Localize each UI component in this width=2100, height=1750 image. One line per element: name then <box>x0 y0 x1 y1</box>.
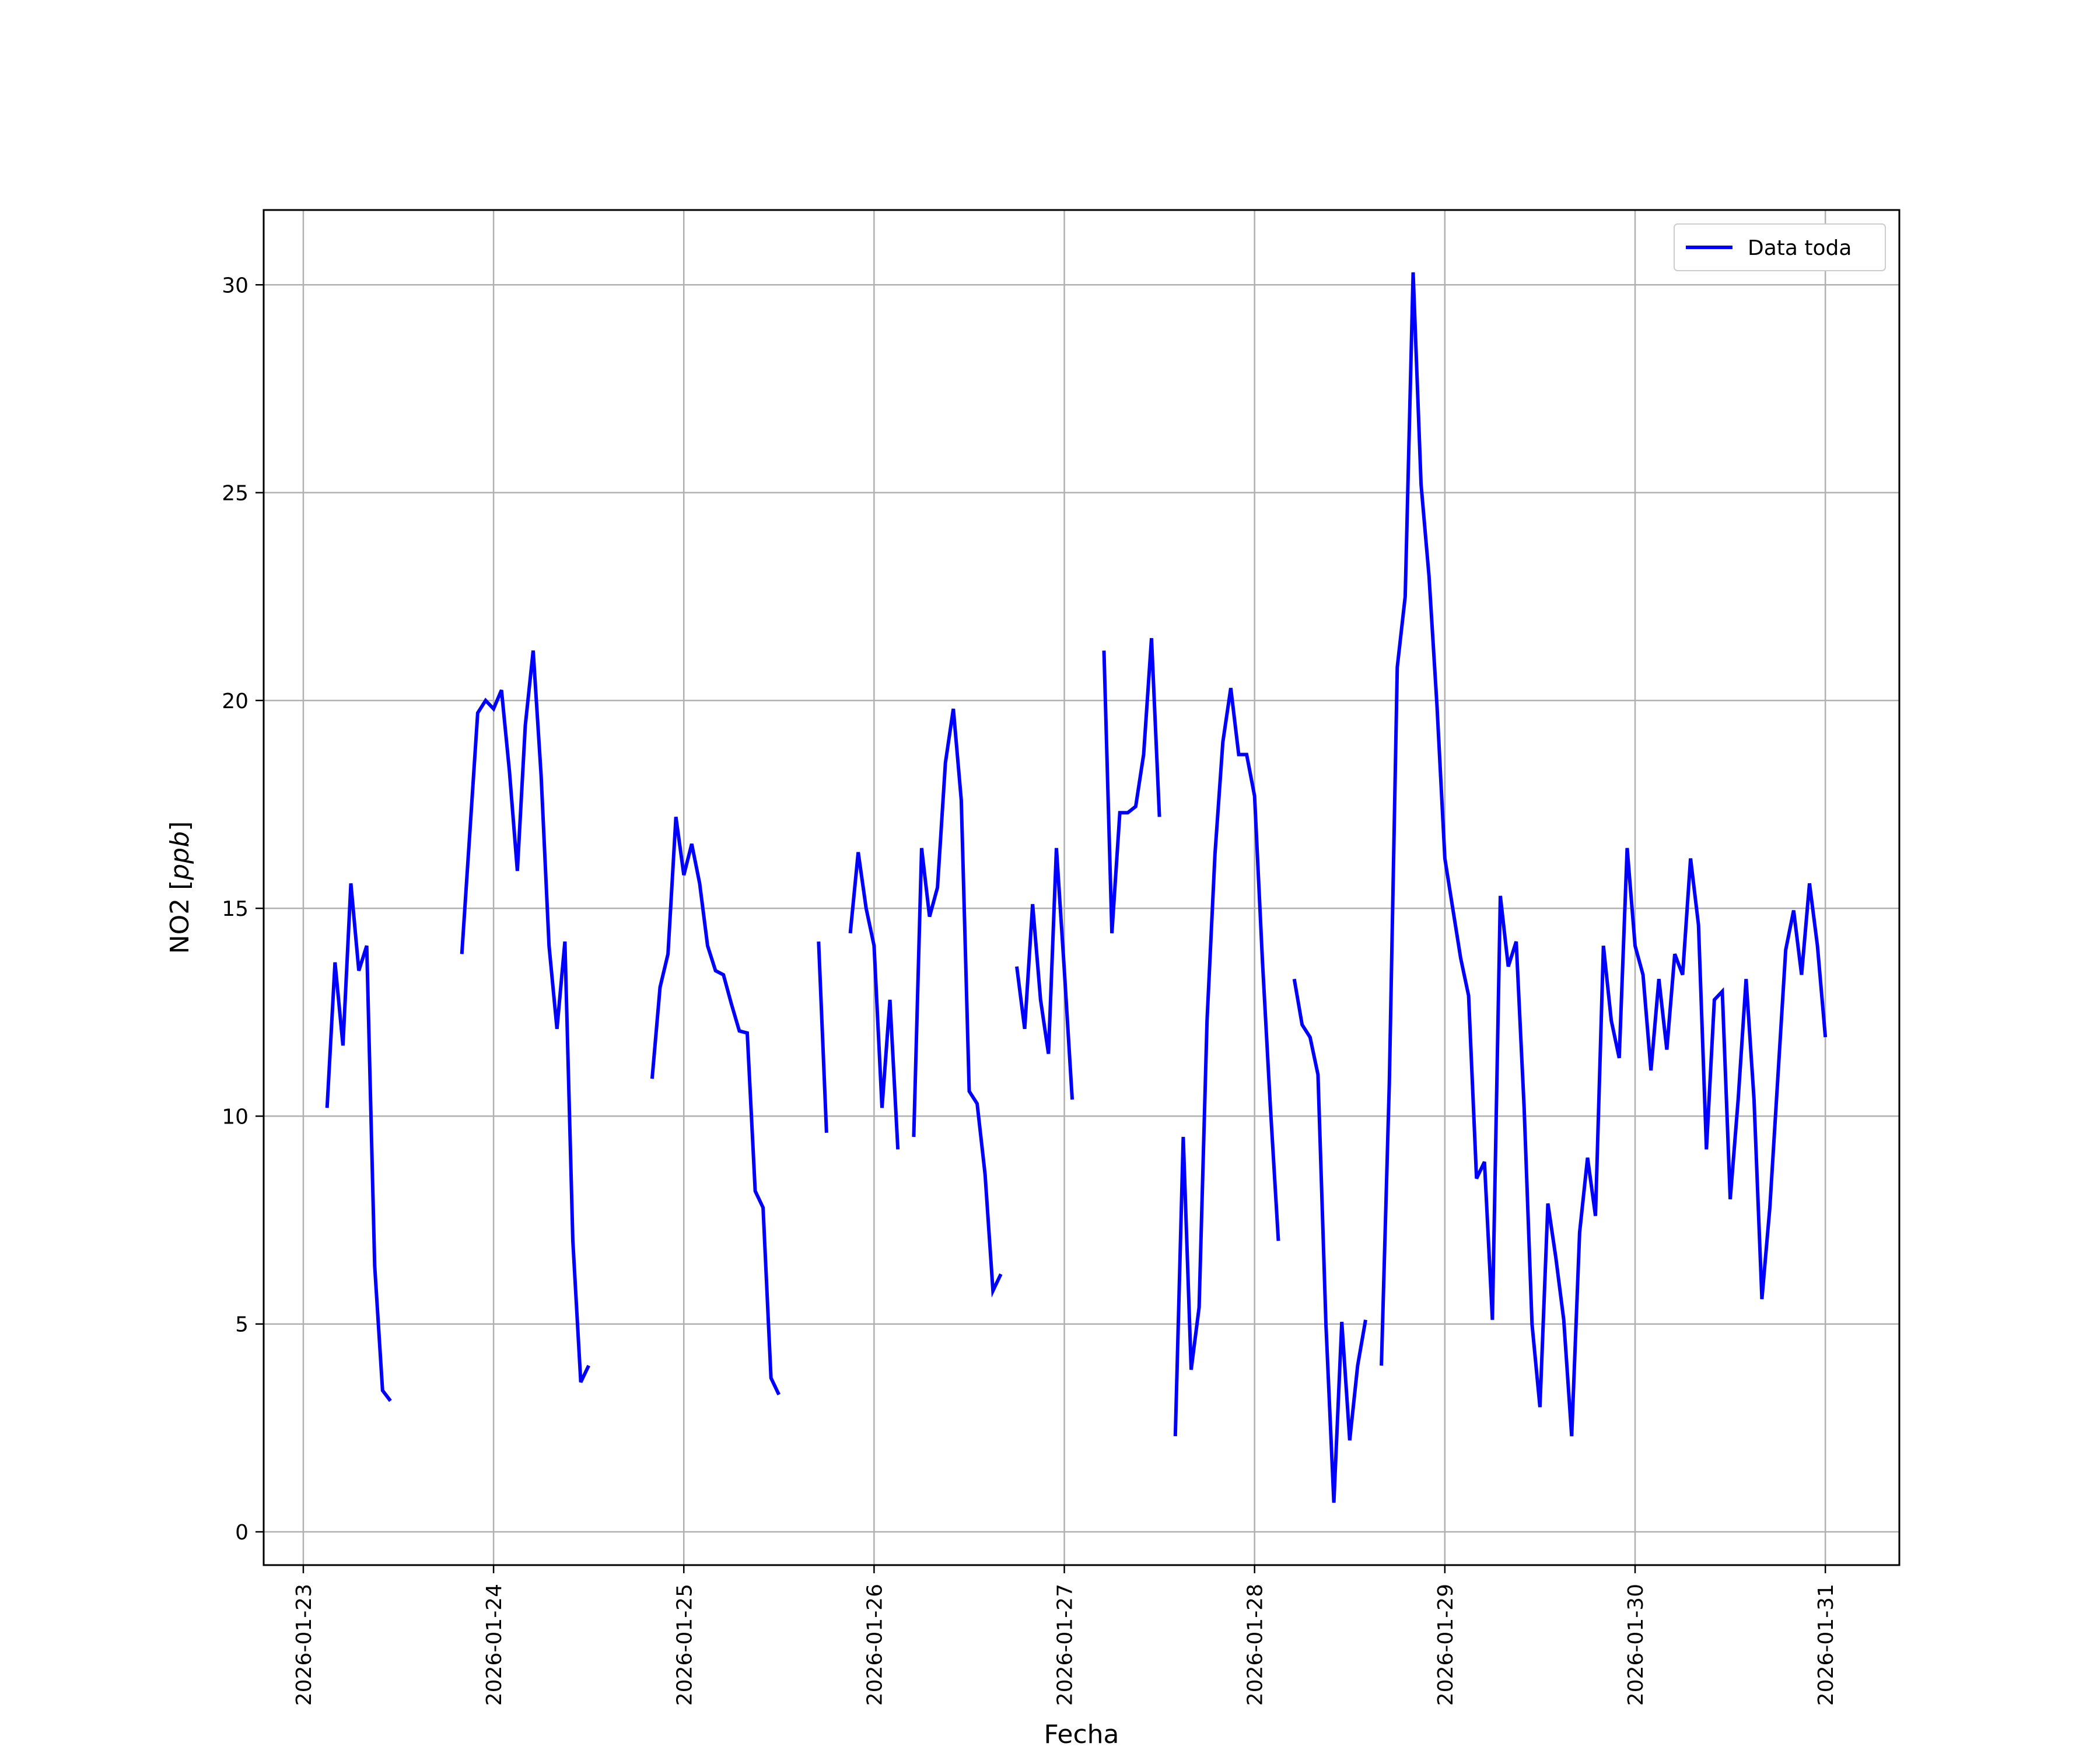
series-line-segment <box>1173 688 1280 1437</box>
series-line-segment <box>1292 978 1367 1503</box>
x-tick-label: 2026-01-26 <box>863 1584 887 1706</box>
series-line-segment <box>817 941 828 1133</box>
series-line-segment <box>1380 272 1828 1437</box>
x-tick-label: 2026-01-28 <box>1244 1584 1268 1706</box>
x-tick-label: 2026-01-27 <box>1054 1584 1077 1706</box>
legend-entry: Data toda <box>1748 236 1852 260</box>
series-line-segment <box>1102 638 1161 934</box>
y-tick-label: 5 <box>235 1313 249 1337</box>
y-tick-label: 10 <box>222 1105 249 1129</box>
y-axis-label: NO2 [ppb] <box>165 821 195 954</box>
x-tick-label: 2026-01-25 <box>673 1584 696 1706</box>
y-axis-label-unit: ppb <box>165 831 195 881</box>
series-line-segment <box>1015 848 1074 1100</box>
x-tick-label: 2026-01-30 <box>1624 1584 1648 1706</box>
series-line-segment <box>848 852 900 1150</box>
y-axis-label-prefix: NO2 [ <box>165 880 195 954</box>
ticks: 2026-01-23 2026-01-24 2026-01-25 2026-01-26… <box>222 274 1838 1706</box>
plot-frame <box>262 209 1901 1566</box>
series-line-segment <box>650 816 781 1396</box>
y-tick-label: 0 <box>235 1521 249 1545</box>
y-tick-label: 30 <box>222 274 249 298</box>
plot-area <box>264 210 1899 1565</box>
legend: Data toda <box>1674 223 1886 271</box>
y-tick-label: 15 <box>222 897 249 921</box>
legend-box <box>1674 223 1886 271</box>
x-tick-label: 2026-01-23 <box>292 1584 316 1706</box>
series-layer <box>325 272 1828 1503</box>
x-tick-label: 2026-01-24 <box>482 1584 506 1706</box>
series-line-segment <box>325 883 392 1402</box>
y-axis-label-suffix: ] <box>165 821 195 831</box>
grid <box>264 210 1899 1565</box>
series-line-segment <box>460 650 590 1383</box>
x-tick-label: 2026-01-31 <box>1814 1584 1838 1706</box>
series-line-segment <box>912 708 1003 1298</box>
x-axis-label: Fecha <box>1044 1720 1119 1749</box>
y-tick-label: 25 <box>222 482 249 506</box>
y-tick-label: 20 <box>222 690 249 713</box>
x-tick-label: 2026-01-29 <box>1434 1584 1458 1706</box>
